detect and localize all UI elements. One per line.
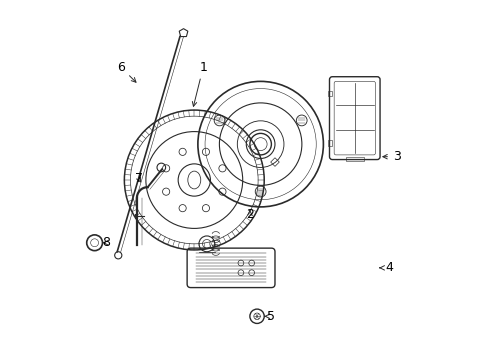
- Text: 4: 4: [379, 261, 393, 274]
- Text: 1: 1: [192, 60, 207, 106]
- Text: 6: 6: [117, 60, 136, 82]
- Text: 8: 8: [102, 236, 110, 249]
- Bar: [327, 91, 332, 96]
- Text: 2: 2: [245, 208, 253, 221]
- Text: 7: 7: [134, 172, 142, 185]
- Bar: [327, 140, 332, 146]
- Text: 3: 3: [382, 150, 400, 163]
- Bar: [345, 157, 363, 161]
- Text: 5: 5: [264, 310, 275, 323]
